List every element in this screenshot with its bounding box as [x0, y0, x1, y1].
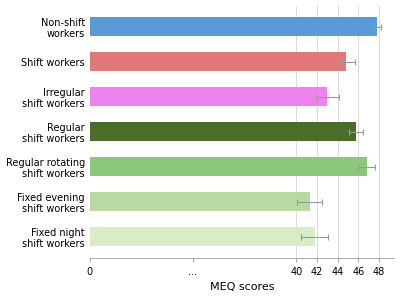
- X-axis label: MEQ scores: MEQ scores: [210, 283, 274, 292]
- Bar: [90, 122, 356, 141]
- Bar: [90, 17, 377, 36]
- Bar: [90, 157, 366, 176]
- Bar: [90, 227, 315, 246]
- Bar: [90, 87, 327, 106]
- Bar: [90, 52, 346, 71]
- Bar: [90, 192, 310, 211]
